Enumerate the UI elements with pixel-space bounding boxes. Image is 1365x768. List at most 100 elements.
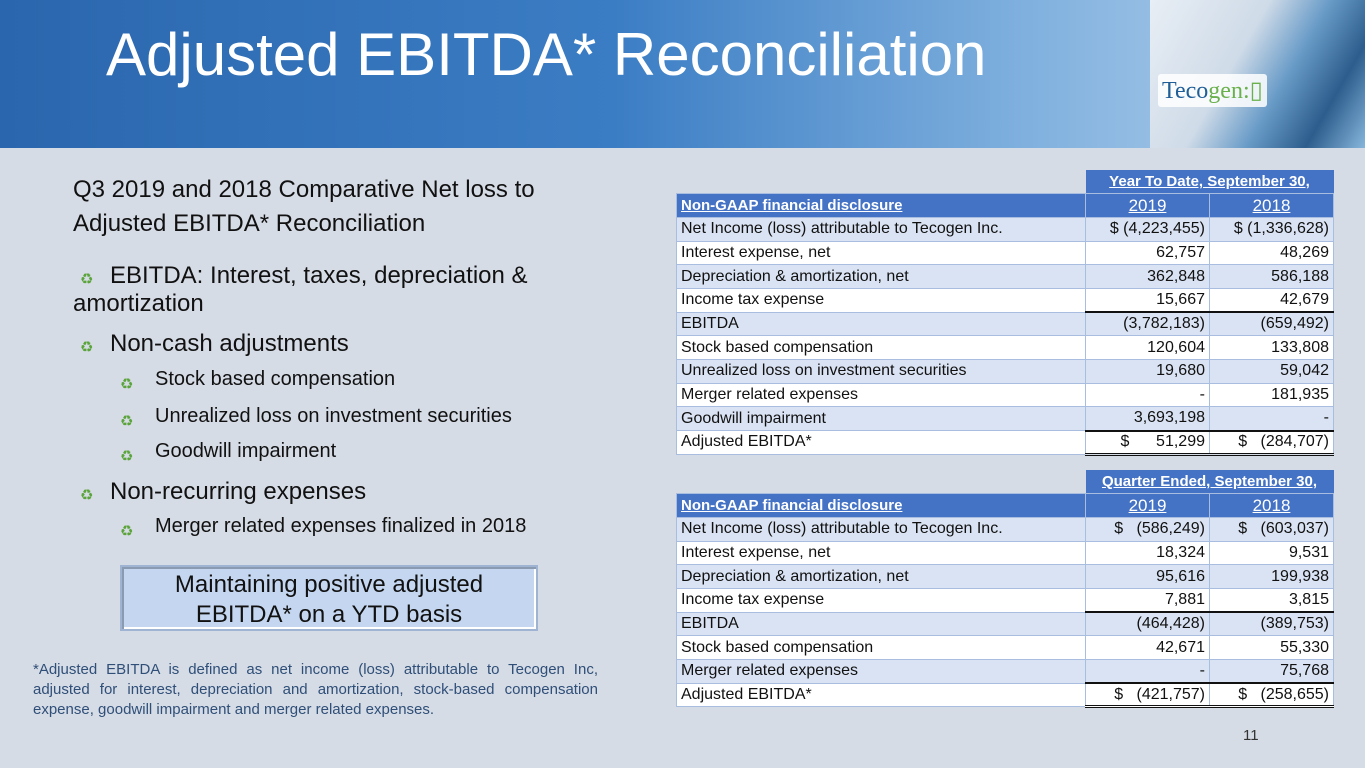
bullet-item: Non-recurring expenses (110, 478, 367, 505)
value-2018: 199,938 (1209, 564, 1334, 589)
leaf-plug-icon: ♻ (120, 523, 134, 540)
value-2018: 586,188 (1209, 264, 1334, 289)
row-label: EBITDA (676, 311, 1086, 337)
year-header: 2018 (1209, 493, 1334, 518)
row-label: Net Income (loss) attributable to Tecoge… (676, 516, 1086, 542)
value-2019: $ 51,299 (1085, 430, 1210, 456)
bullet-item-continued: amortization (73, 290, 204, 317)
table-row: Net Income (loss) attributable to Tecoge… (676, 216, 1334, 242)
table-row: Income tax expense 7,881 3,815 (676, 587, 1334, 614)
table-row: Income tax expense 15,667 42,679 (676, 287, 1334, 314)
leaf-plug-icon: ♻ (120, 413, 134, 430)
row-label: Depreciation & amortization, net (676, 264, 1086, 289)
footnote: *Adjusted EBITDA is defined as net incom… (33, 661, 598, 718)
value-2018: 181,935 (1209, 382, 1334, 408)
value-2018: $ (603,037) (1209, 516, 1334, 542)
value-2018: 3,815 (1209, 587, 1334, 614)
value-2018: 75,768 (1209, 659, 1334, 685)
value-2019: - (1085, 382, 1210, 408)
label-header: Non-GAAP financial disclosure (676, 193, 1086, 218)
value-2018: 48,269 (1209, 240, 1334, 266)
ytd-reconciliation-table: Year To Date, September 30, Non-GAAP fina… (676, 170, 1334, 456)
table-row: Adjusted EBITDA* $ 51,299 $ (284,707) (676, 430, 1334, 456)
value-2019: 7,881 (1085, 587, 1210, 614)
row-label: Interest expense, net (676, 540, 1086, 566)
bullet-item: Stock based compensation (155, 368, 396, 390)
page-number: 11 (1243, 727, 1259, 744)
value-2018: 133,808 (1209, 335, 1334, 360)
value-2018: 59,042 (1209, 359, 1334, 384)
table-row: Net Income (loss) attributable to Tecoge… (676, 516, 1334, 542)
callout-box: Maintaining positive adjusted EBITDA* on… (120, 565, 538, 631)
row-label: Net Income (loss) attributable to Tecoge… (676, 216, 1086, 242)
bullet-item: Non-cash adjustments (110, 330, 349, 357)
leaf-plug-icon: ♻ (80, 339, 94, 357)
table-row: Merger related expenses -75,768 (676, 659, 1334, 685)
quarter-reconciliation-table: Quarter Ended, September 30, Non-GAAP fin… (676, 470, 1334, 709)
value-2019: $ (421,757) (1085, 682, 1210, 709)
title-bar: Tecogen:▯ Adjusted EBITDA* Reconciliatio… (0, 0, 1365, 148)
row-label: Income tax expense (676, 287, 1086, 313)
year-header: 2019 (1085, 493, 1210, 518)
value-2018: 55,330 (1209, 635, 1334, 660)
leaf-plug-icon: ♻ (120, 448, 134, 465)
year-header: 2018 (1209, 193, 1334, 218)
row-label: Merger related expenses (676, 659, 1086, 684)
row-label: Interest expense, net (676, 240, 1086, 266)
slide-title: Adjusted EBITDA* Reconciliation (106, 21, 987, 88)
table-row: Stock based compensation 42,671 55,330 (676, 635, 1334, 660)
value-2018: 42,679 (1209, 287, 1334, 314)
table-row: Adjusted EBITDA* $ (421,757) $ (258,655) (676, 682, 1334, 709)
value-2019: 95,616 (1085, 564, 1210, 589)
value-2018: $ (284,707) (1209, 430, 1334, 456)
value-2019: 3,693,198 (1085, 406, 1210, 432)
bullet-item: Goodwill impairment (155, 440, 337, 462)
value-2019: $ (4,223,455) (1085, 216, 1210, 242)
table-row: Interest expense, net 62,757 48,269 (676, 240, 1334, 266)
value-2019: 15,667 (1085, 287, 1210, 314)
value-2018: (659,492) (1209, 311, 1334, 337)
callout-line-2: EBITDA* on a YTD basis (195, 601, 463, 628)
bullet-item: Merger related expenses finalized in 201… (155, 515, 527, 537)
table-row: EBITDA (464,428) (389,753) (676, 611, 1334, 637)
table-row: EBITDA (3,782,183) (659,492) (676, 311, 1334, 337)
value-2019: 18,324 (1085, 540, 1210, 566)
tecogen-logo: Tecogen:▯ (1158, 74, 1267, 107)
table-row: Merger related expenses -181,935 (676, 382, 1334, 408)
value-2018: - (1209, 406, 1334, 432)
row-label: Income tax expense (676, 587, 1086, 613)
callout-line-1: Maintaining positive adjusted (174, 571, 484, 598)
value-2019: 42,671 (1085, 635, 1210, 660)
value-2019: 120,604 (1085, 335, 1210, 360)
value-2019: 62,757 (1085, 240, 1210, 266)
table-row: Interest expense, net 18,324 9,531 (676, 540, 1334, 566)
row-label: EBITDA (676, 611, 1086, 637)
leaf-plug-icon: ♻ (120, 376, 134, 393)
year-header: 2019 (1085, 193, 1210, 218)
table-row: Stock based compensation 120,604 133,808 (676, 335, 1334, 360)
period-header: Year To Date, September 30, (1085, 170, 1334, 194)
row-label: Merger related expenses (676, 382, 1086, 408)
row-label: Depreciation & amortization, net (676, 564, 1086, 589)
value-2019: (464,428) (1085, 611, 1210, 637)
value-2019: (3,782,183) (1085, 311, 1210, 337)
table-row: Depreciation & amortization, net 362,848 5… (676, 264, 1334, 289)
section-heading-line-1: Q3 2019 and 2018 Comparative Net loss to (73, 176, 535, 203)
table-row: Unrealized loss on investment securities… (676, 359, 1334, 384)
blank-cell (677, 170, 1086, 194)
label-header: Non-GAAP financial disclosure (676, 493, 1086, 518)
row-label: Goodwill impairment (676, 406, 1086, 432)
period-header: Quarter Ended, September 30, (1085, 470, 1334, 494)
value-2018: $ (258,655) (1209, 682, 1334, 709)
row-label: Adjusted EBITDA* (676, 430, 1086, 455)
blank-cell (677, 470, 1086, 494)
value-2019: 362,848 (1085, 264, 1210, 289)
bullet-item: EBITDA: Interest, taxes, depreciation & (110, 262, 528, 289)
row-label: Adjusted EBITDA* (676, 682, 1086, 708)
row-label: Stock based compensation (676, 335, 1086, 360)
row-label: Unrealized loss on investment securities (676, 359, 1086, 384)
value-2019: - (1085, 659, 1210, 685)
row-label: Stock based compensation (676, 635, 1086, 660)
value-2019: $ (586,249) (1085, 516, 1210, 542)
table-row: Depreciation & amortization, net 95,616 19… (676, 564, 1334, 589)
